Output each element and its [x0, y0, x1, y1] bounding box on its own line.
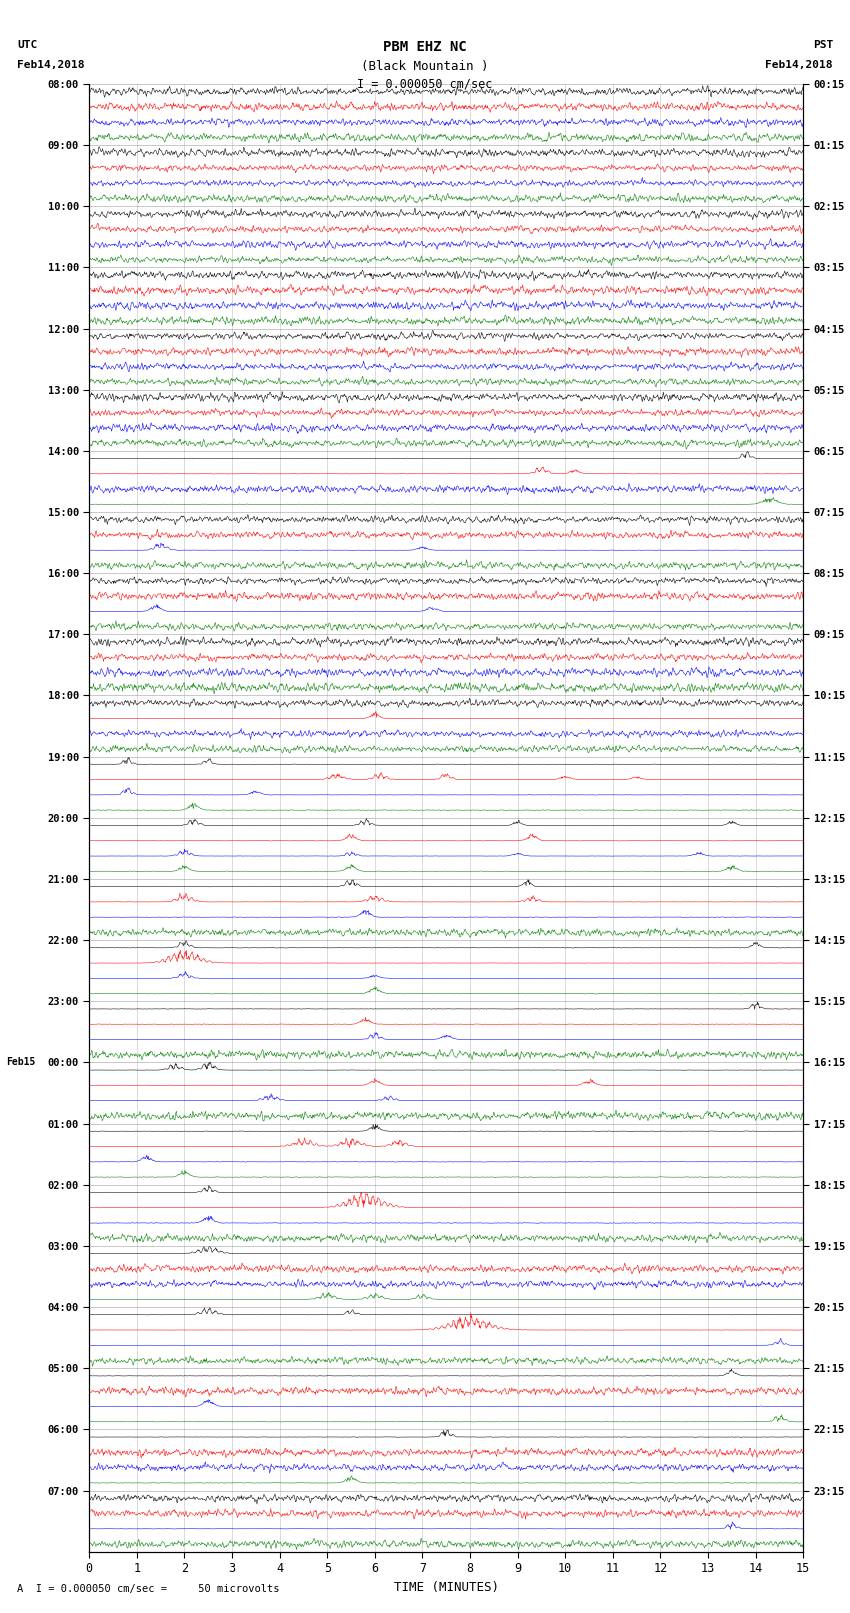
Text: PST: PST	[813, 40, 833, 50]
X-axis label: TIME (MINUTES): TIME (MINUTES)	[394, 1581, 499, 1594]
Text: Feb14,2018: Feb14,2018	[766, 60, 833, 69]
Text: (Black Mountain ): (Black Mountain )	[361, 60, 489, 73]
Text: I = 0.000050 cm/sec: I = 0.000050 cm/sec	[357, 77, 493, 90]
Text: PBM EHZ NC: PBM EHZ NC	[383, 40, 467, 55]
Text: A  I = 0.000050 cm/sec =     50 microvolts: A I = 0.000050 cm/sec = 50 microvolts	[17, 1584, 280, 1594]
Text: UTC: UTC	[17, 40, 37, 50]
Text: Feb14,2018: Feb14,2018	[17, 60, 84, 69]
Text: Feb15: Feb15	[6, 1058, 36, 1068]
